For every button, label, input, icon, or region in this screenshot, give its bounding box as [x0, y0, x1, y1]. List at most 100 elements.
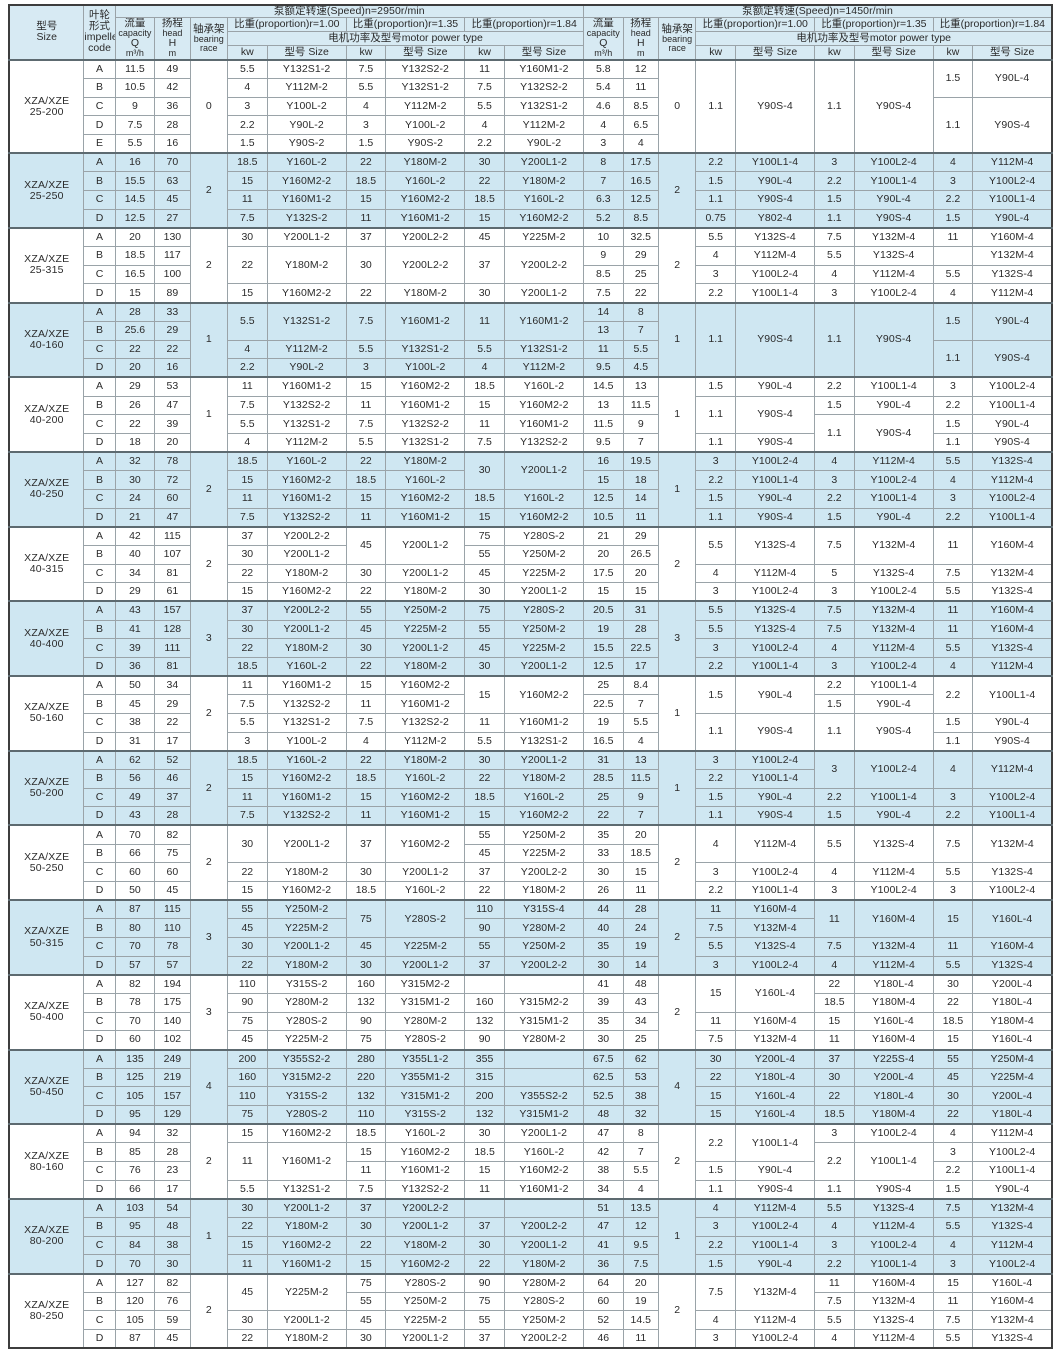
motor-kw-r135-2950: 18.5 — [345, 768, 387, 789]
motor-kw-r135-2950: 22 — [345, 656, 387, 677]
impeller-code: D — [83, 731, 116, 752]
motor-model-r100-1450: Y200L-4 — [734, 1048, 816, 1069]
bearing-race-1450: 1 — [657, 1197, 697, 1275]
capacity-2950: 103 — [114, 1197, 156, 1219]
impeller-code: B — [83, 993, 116, 1013]
pump-size-line2: 80-250 — [29, 1309, 64, 1322]
motor-model-r100-2950: Y132S1-2 — [266, 58, 347, 80]
motor-kw-r184-2950: 4 — [464, 358, 505, 378]
head-2950: 39 — [154, 414, 191, 434]
motor-model-r100-1450: Y100L2-4 — [734, 264, 816, 285]
motor-kw-r135-1450: 1.1 — [814, 712, 855, 752]
motor-model-r135-2950: Y315M2-2 — [385, 973, 466, 995]
motor-model-r135-2950: Y280S-2 — [385, 1030, 466, 1051]
motor-model-r184-1450: Y160M-4 — [972, 1291, 1053, 1312]
motor-model-r184-2950: Y132S1-2 — [503, 731, 585, 752]
motor-kw-r184-1450: 1.1 — [932, 731, 974, 752]
capacity-1450: 14 — [583, 301, 624, 322]
motor-kw-r184-1450: 7.5 — [932, 1197, 974, 1219]
motor-kw-r184-2950: 4 — [464, 115, 505, 136]
head-1450: 5.5 — [622, 339, 659, 360]
capacity-1450: 25 — [583, 675, 624, 696]
motor-model-r100-2950: Y160L-2 — [266, 749, 347, 770]
motor-kw-r100-1450: 1.1 — [695, 806, 736, 826]
motor-kw-r100-2950: 15 — [227, 768, 268, 789]
motor-model-r184-2950: Y200L1-2 — [503, 1123, 585, 1144]
header-capacity-sym-2: Q — [599, 37, 608, 50]
motor-model-r100-1450: Y90S-4 — [734, 806, 816, 826]
head-2950: 48 — [154, 1217, 191, 1237]
motor-kw-r135-1450: 4 — [814, 955, 855, 976]
impeller-code: D — [83, 1179, 116, 1200]
motor-kw-r135-1450: 1.5 — [814, 507, 855, 528]
motor-kw-r135-1450: 7.5 — [814, 226, 855, 248]
table-row: D 7.5 28 2.2 Y90L-2 3 Y100L-2 4 Y112M-2 4 6.5 — [9, 115, 1052, 136]
motor-model-r100-2950: Y160M2-2 — [266, 1235, 347, 1256]
head-2950: 29 — [154, 320, 191, 341]
motor-model-r135-1450: Y112M-4 — [853, 264, 934, 285]
motor-kw-r135-1450: 22 — [814, 973, 855, 995]
capacity-1450: 19 — [583, 712, 624, 733]
pump-size-cell: XZA/XZE 40-200 — [8, 376, 85, 453]
capacity-2950: 32 — [114, 451, 156, 472]
motor-kw-r135-1450: 4 — [814, 451, 855, 472]
motor-kw-r184-1450: 11 — [932, 226, 974, 248]
table-row: E 5.5 16 1.5 Y90S-2 1.5 Y90S-2 2.2 Y90L-2 3 4 — [9, 134, 1052, 154]
bearing-race-1450: 2 — [657, 525, 697, 602]
table-row: B 10.5 42 4 Y112M-2 5.5 Y132S1-2 7.5 Y132S2-2 5.4… — [9, 78, 1052, 98]
motor-kw-r100-2950: 75 — [227, 1105, 268, 1125]
capacity-2950: 21 — [114, 507, 156, 528]
impeller-code: D — [83, 880, 116, 901]
motor-kw-r135-1450: 3 — [814, 152, 855, 173]
motor-kw-r184-2950: 22 — [464, 768, 505, 789]
motor-kw-r100-2950: 1.5 — [227, 134, 268, 154]
motor-kw-r100-1450: 3 — [695, 264, 736, 285]
motor-model-r100-2950: Y280M-2 — [266, 993, 347, 1013]
motor-kw-r184-1450: 5.5 — [932, 1329, 974, 1349]
capacity-2950: 31 — [114, 731, 156, 752]
motor-model-r100-2950: Y200L1-2 — [266, 1310, 347, 1331]
motor-kw-r184-2950: 5.5 — [464, 731, 505, 752]
bearing-race-2950: 3 — [189, 600, 229, 677]
pump-size-line1: XZA/XZE — [24, 552, 70, 565]
motor-kw-r135-1450: 5.5 — [814, 1197, 855, 1219]
motor-kw-r100-1450: 5.5 — [695, 525, 736, 565]
capacity-1450: 47 — [583, 1217, 624, 1237]
table-row: C 49 37 11 Y160M1-2 15 Y160M2-2 18.5 Y160L-2 25 9 1… — [9, 787, 1053, 808]
head-2950: 82 — [154, 1272, 191, 1293]
impeller-code: D — [83, 283, 116, 304]
motor-model-r100-1450: Y100L2-4 — [734, 451, 816, 472]
impeller-code: B — [83, 694, 116, 714]
capacity-1450: 30 — [583, 862, 624, 882]
motor-model-r184-2950: Y250M-2 — [503, 619, 585, 640]
impeller-code: A — [83, 600, 116, 621]
motor-model-r100-2950: Y160M2-2 — [266, 1123, 347, 1144]
head-1450: 8 — [622, 1123, 659, 1144]
head-2950: 20 — [154, 432, 191, 453]
motor-kw-r100-1450: 1.1 — [695, 507, 736, 528]
capacity-2950: 45 — [114, 694, 156, 714]
motor-kw-r135-2950: 18.5 — [345, 171, 387, 192]
motor-model-r184-2950: Y160L-2 — [503, 190, 585, 210]
capacity-2950: 18 — [114, 432, 156, 453]
motor-kw-r100-2950: 18.5 — [227, 451, 268, 472]
motor-kw-r184-2950: 75 — [464, 525, 505, 546]
motor-model-r135-1450: Y100L2-4 — [853, 152, 934, 173]
table-row: XZA/XZE 40-200 A 29 53 1 11 Y160M1-2 15 Y160M2-2 1… — [8, 376, 1053, 453]
capacity-1450: 9 — [583, 246, 624, 266]
motor-model-r100-1450: Y90S-4 — [734, 1179, 816, 1200]
table-row: XZA/XZE 40-160 A 28 33 1 5.5 Y132S1-2 7.5 Y160M1-… — [8, 301, 1053, 378]
motor-model-r135-2950: Y160M2-2 — [385, 190, 466, 210]
motor-kw-r135-1450: 1.5 — [814, 395, 855, 416]
table-row: XZA/XZE 25-315 A 20 130 2 30 Y200L1-2 37 Y200L2-2… — [8, 226, 1053, 304]
header-capacity-unit-2: m³/h — [594, 48, 613, 59]
capacity-1450: 10.5 — [583, 507, 624, 528]
motor-kw-r184-2950: 37 — [464, 246, 505, 285]
motor-model-r184-1450: Y100L2-4 — [972, 1254, 1053, 1275]
pump-size-line2: 40-250 — [29, 488, 64, 501]
capacity-2950: 16.5 — [114, 264, 156, 285]
capacity-1450: 10 — [583, 226, 624, 248]
capacity-1450: 22 — [583, 806, 624, 826]
motor-kw-r135-2950: 15 — [345, 675, 387, 696]
impeller-code: C — [83, 712, 116, 733]
